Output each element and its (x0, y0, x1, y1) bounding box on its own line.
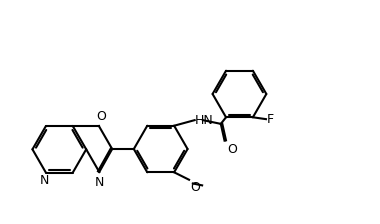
Text: N: N (95, 177, 104, 190)
Text: N: N (40, 174, 49, 187)
Text: O: O (228, 142, 238, 155)
Text: HN: HN (195, 114, 214, 127)
Text: F: F (267, 113, 274, 126)
Text: O: O (190, 181, 200, 194)
Text: O: O (96, 110, 106, 123)
